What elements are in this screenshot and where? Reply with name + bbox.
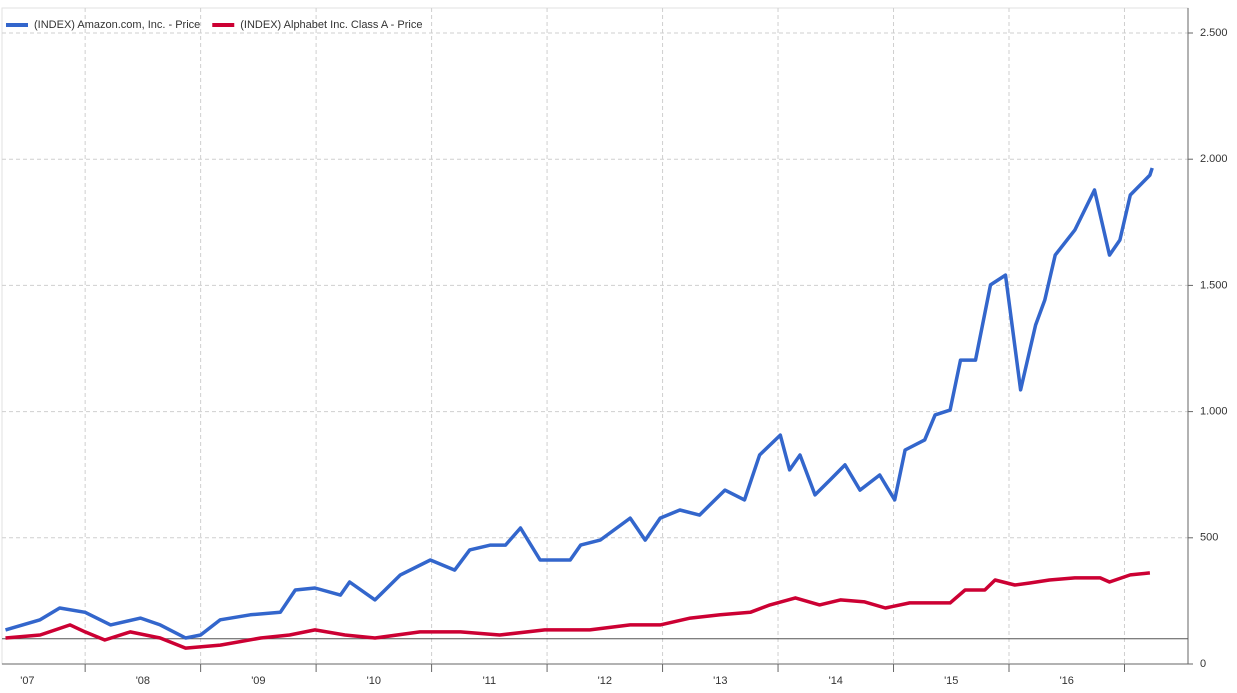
x-tick-label: '15 [944,675,958,687]
x-tick-label: '16 [1060,675,1074,687]
series-line [5,167,1154,640]
x-tick-label: '08 [136,675,150,687]
y-tick-label: 1.500 [1200,279,1228,291]
y-tick-label: 2.500 [1200,27,1228,39]
legend-label: (INDEX) Alphabet Inc. Class A - Price [240,19,422,31]
x-tick-label: '12 [598,675,612,687]
x-tick-label: '07 [20,675,34,687]
x-tick-label: '11 [483,675,497,687]
plot-frame [1,7,1189,665]
x-tick-label: '14 [829,675,843,687]
series-line [5,571,1151,650]
x-tick-label: '09 [251,675,265,687]
legend-label: (INDEX) Amazon.com, Inc. - Price [34,19,200,31]
y-tick-label: 500 [1200,532,1218,544]
y-tick-label: 1.000 [1200,406,1228,418]
y-tick-label: 0 [1200,658,1206,670]
y-tick-label: 2.000 [1200,153,1228,165]
x-tick-label: '13 [713,675,727,687]
x-tick-label: '10 [367,675,381,687]
